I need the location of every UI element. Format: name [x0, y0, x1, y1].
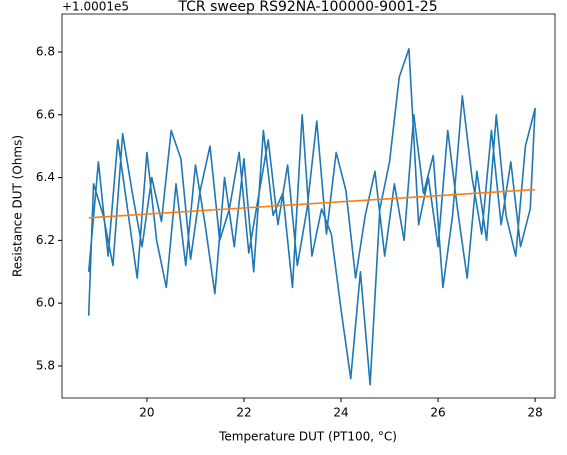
y-tick-label: 6.4: [36, 170, 55, 184]
chart-title: TCR sweep RS92NA-100000-9001-25: [177, 0, 437, 15]
y-tick-label: 5.8: [36, 358, 55, 372]
axes-frame: [61, 13, 556, 399]
y-tick-label: 6.6: [36, 107, 55, 121]
data-line: [87, 48, 536, 386]
y-tick-label: 6.8: [36, 44, 55, 58]
x-axis-label: Temperature DUT (PT100, °C): [218, 430, 397, 444]
x-tick-label: 26: [430, 406, 445, 420]
y-offset-label: +1.0001e5: [62, 0, 129, 14]
x-tick-label: 20: [139, 406, 154, 420]
x-tick-label: 24: [333, 406, 348, 420]
y-tick-label: 6.2: [36, 233, 55, 247]
y-axis-label: Resistance DUT (Ohms): [11, 135, 25, 277]
x-tick-label: 22: [236, 406, 251, 420]
x-tick-label: 28: [527, 406, 542, 420]
y-tick-label: 6.0: [36, 296, 55, 310]
data-line: [88, 188, 536, 219]
